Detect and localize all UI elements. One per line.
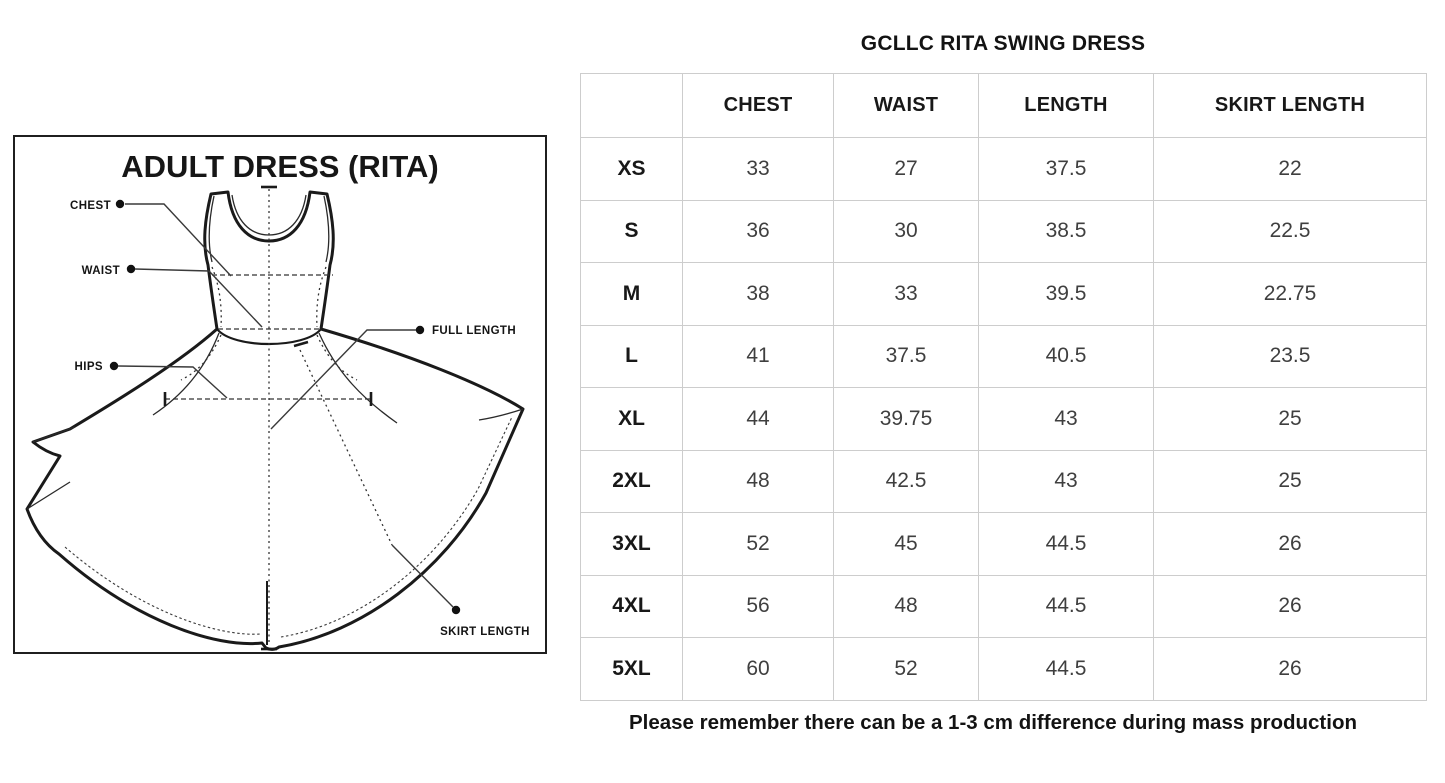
waist-leader-line xyxy=(134,268,263,328)
table-row: 3XL 52 45 44.5 26 xyxy=(580,512,1427,576)
waist-label: WAIST xyxy=(82,265,120,277)
measurement-cell: 26 xyxy=(1153,637,1427,701)
measurement-cell: 22 xyxy=(1153,137,1427,201)
measurement-cell: 22.75 xyxy=(1153,262,1427,326)
column-header-waist: WAIST xyxy=(833,73,979,138)
size-label-cell: S xyxy=(580,199,683,263)
size-diagram-panel: ADULT DRESS (RITA) xyxy=(13,135,547,654)
hem-stitch-right xyxy=(280,416,513,638)
hip-curve-dotted-right xyxy=(316,334,358,381)
size-label-cell: 3XL xyxy=(580,512,683,576)
measurement-cell: 37.5 xyxy=(978,137,1154,201)
measurement-cell: 22.5 xyxy=(1153,199,1427,263)
measurement-cell: 44 xyxy=(682,387,834,451)
measurement-cell: 33 xyxy=(682,137,834,201)
size-chart-title: GCLLC RITA SWING DRESS xyxy=(860,32,1146,55)
dress-diagram: CHEST WAIST HIPS FULL LENGTH SKIRT LENGT… xyxy=(25,185,530,651)
full-length-leader-line xyxy=(270,329,416,430)
measurement-cell: 44.5 xyxy=(978,574,1154,638)
flare-fold-right xyxy=(478,408,524,421)
full-length-label: FULL LENGTH xyxy=(432,325,516,337)
measurement-cell: 42.5 xyxy=(833,449,979,513)
hip-curve-dotted-left xyxy=(180,334,222,381)
skirt-length-callout-dot xyxy=(451,605,461,615)
table-row: XL 44 39.75 43 25 xyxy=(580,387,1427,451)
size-label-cell: 4XL xyxy=(580,574,683,638)
side-seam-dotted-right xyxy=(316,266,327,328)
drape-line-right xyxy=(318,332,398,424)
hips-callout-dot xyxy=(109,361,119,371)
table-row: S 36 30 38.5 22.5 xyxy=(580,199,1427,263)
hem-stitch-left xyxy=(64,546,262,635)
flare-fold-left-lower xyxy=(26,481,71,510)
size-chart-table: CHEST WAIST LENGTH SKIRT LENGTH XS 33 27… xyxy=(580,73,1427,701)
measurement-cell: 26 xyxy=(1153,512,1427,576)
measurement-cell: 56 xyxy=(682,574,834,638)
measurement-cell: 60 xyxy=(682,637,834,701)
diagram-title: ADULT DRESS (RITA) xyxy=(121,149,439,184)
table-row: 5XL 60 52 44.5 26 xyxy=(580,637,1427,701)
measurement-cell: 43 xyxy=(978,387,1154,451)
side-seam-dotted-left xyxy=(211,266,222,328)
size-label-cell: 2XL xyxy=(580,449,683,513)
measurement-cell: 37.5 xyxy=(833,324,979,388)
measurement-cell: 25 xyxy=(1153,449,1427,513)
measurement-cell: 30 xyxy=(833,199,979,263)
measurement-cell: 39.5 xyxy=(978,262,1154,326)
table-row: M 38 33 39.5 22.75 xyxy=(580,262,1427,326)
size-label-cell: M xyxy=(580,262,683,326)
measurement-cell: 26 xyxy=(1153,574,1427,638)
measurement-cell: 38 xyxy=(682,262,834,326)
armhole-trim-left xyxy=(208,195,215,263)
table-row: L 41 37.5 40.5 23.5 xyxy=(580,324,1427,388)
armhole-trim-right xyxy=(323,195,330,263)
dress-outline xyxy=(25,190,525,651)
skirt-length-label: SKIRT LENGTH xyxy=(440,626,530,638)
measurement-cell: 48 xyxy=(682,449,834,513)
size-label-cell: 5XL xyxy=(580,637,683,701)
measurement-cell: 40.5 xyxy=(978,324,1154,388)
measurement-cell: 33 xyxy=(833,262,979,326)
measurement-cell: 44.5 xyxy=(978,637,1154,701)
measurement-cell: 41 xyxy=(682,324,834,388)
measurement-cell: 23.5 xyxy=(1153,324,1427,388)
table-row: XS 33 27 37.5 22 xyxy=(580,137,1427,201)
drape-line-left xyxy=(152,332,220,416)
full-length-callout-dot xyxy=(415,325,425,335)
table-row: 2XL 48 42.5 43 25 xyxy=(580,449,1427,513)
corner-cell xyxy=(580,73,683,138)
measurement-cell: 36 xyxy=(682,199,834,263)
measurement-cell: 25 xyxy=(1153,387,1427,451)
production-note: Please remember there can be a 1-3 cm di… xyxy=(628,711,1357,734)
measurement-cell: 43 xyxy=(978,449,1154,513)
skirt-length-top-tick xyxy=(293,340,309,348)
table-header-row: CHEST WAIST LENGTH SKIRT LENGTH xyxy=(580,73,1427,138)
measurement-cell: 52 xyxy=(833,637,979,701)
hips-label: HIPS xyxy=(75,361,103,373)
measurement-cell: 39.75 xyxy=(833,387,979,451)
flare-fold-left-upper xyxy=(32,426,76,443)
measurement-cell: 45 xyxy=(833,512,979,576)
measurement-cell: 48 xyxy=(833,574,979,638)
waist-callout-dot xyxy=(126,264,136,274)
measurement-cell: 44.5 xyxy=(978,512,1154,576)
measurement-cell: 38.5 xyxy=(978,199,1154,263)
size-label-cell: XL xyxy=(580,387,683,451)
chest-leader-line xyxy=(125,203,232,277)
size-label-cell: XS xyxy=(580,137,683,201)
column-header-skirt-length: SKIRT LENGTH xyxy=(1153,73,1427,138)
chest-callout-dot xyxy=(115,199,125,209)
column-header-length: LENGTH xyxy=(978,73,1154,138)
measurement-cell: 52 xyxy=(682,512,834,576)
size-label-cell: L xyxy=(580,324,683,388)
hips-leader-line xyxy=(117,365,228,399)
measurement-cell: 27 xyxy=(833,137,979,201)
chest-label: CHEST xyxy=(70,200,111,212)
table-row: 4XL 56 48 44.5 26 xyxy=(580,574,1427,638)
column-header-chest: CHEST xyxy=(682,73,834,138)
skirt-length-leader-line xyxy=(391,544,454,608)
